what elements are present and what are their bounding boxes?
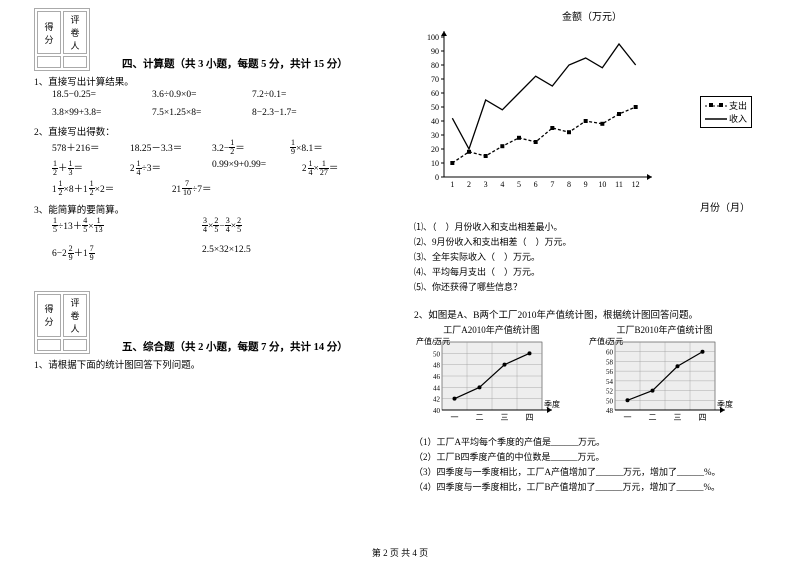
q1: 1、直接写出计算结果。 — [34, 74, 382, 88]
svg-text:10: 10 — [598, 180, 606, 189]
chart2b: 产值/万元4850525456586062季度一二三四 — [587, 336, 742, 428]
svg-text:5: 5 — [517, 180, 521, 189]
svg-text:一: 一 — [624, 413, 632, 422]
page-footer: 第 2 页 共 4 页 — [0, 546, 800, 559]
svg-text:58: 58 — [606, 358, 614, 366]
svg-text:50: 50 — [606, 397, 614, 405]
svg-text:季度: 季度 — [717, 399, 733, 409]
q2-row1: 578＋216＝ 18.25－3.3＝ 3.2−12＝ 19×8.1＝ — [52, 140, 382, 157]
svg-text:12: 12 — [632, 180, 640, 189]
q5-1: 1、请根据下面的统计图回答下列问题。 — [34, 357, 382, 371]
q3-row1: 15÷13＋45×113 34×25−34×25 — [52, 218, 382, 235]
svg-text:季度: 季度 — [544, 399, 560, 409]
svg-text:10: 10 — [431, 159, 439, 168]
svg-text:90: 90 — [431, 47, 439, 56]
svg-text:42: 42 — [433, 396, 441, 404]
svg-text:52: 52 — [433, 339, 441, 347]
svg-text:二: 二 — [476, 413, 484, 422]
svg-text:48: 48 — [433, 362, 441, 370]
chart1: 0102030405060708090100123456789101112 — [414, 27, 694, 197]
svg-text:40: 40 — [431, 117, 439, 126]
chart1-legend: 支出 收入 — [700, 96, 752, 128]
q3-row2: 6−229＋179 2.5×32×12.5 — [52, 245, 382, 262]
svg-text:9: 9 — [584, 180, 588, 189]
q2-row2: 12＋13＝ 214÷3＝ 0.99×9+0.99= 214×127＝ — [52, 160, 382, 177]
svg-text:1: 1 — [450, 180, 454, 189]
right-column: 金额（万元） 010203040506070809010012345678910… — [400, 0, 800, 535]
svg-text:3: 3 — [484, 180, 488, 189]
q2-subquestions: （1）工厂A平均每个季度的产值是______万元。 （2）工厂B四季度产值的中位… — [414, 435, 770, 493]
svg-text:二: 二 — [649, 413, 657, 422]
section-5-title: 五、综合题（共 2 小题，每题 7 分，共计 14 分） — [122, 339, 348, 354]
svg-text:62: 62 — [606, 339, 614, 347]
chart2a-wrap: 工厂A2010年产值统计图 产值/万元40424446485052季度一二三四 — [414, 323, 569, 431]
svg-text:一: 一 — [451, 413, 459, 422]
svg-text:0: 0 — [435, 173, 439, 182]
svg-text:60: 60 — [431, 89, 439, 98]
chart1-questions: ⑴、（ ）月份收入和支出相差最小。 ⑵、9月份收入和支出相差（ ）万元。 ⑶、全… — [414, 220, 770, 293]
svg-text:四: 四 — [526, 413, 534, 422]
chart2b-wrap: 工厂B2010年产值统计图 产值/万元4850525456586062季度一二三… — [587, 323, 742, 431]
svg-text:44: 44 — [433, 384, 441, 392]
svg-text:50: 50 — [431, 103, 439, 112]
section-4-title: 四、计算题（共 3 小题，每题 5 分，共计 15 分） — [122, 56, 348, 71]
q1-row2: 3.8×99+3.8= 7.5×1.25×8= 8−2.3−1.7= — [52, 108, 382, 118]
svg-text:50: 50 — [433, 350, 441, 358]
svg-text:三: 三 — [674, 413, 682, 422]
svg-text:100: 100 — [427, 33, 439, 42]
svg-text:48: 48 — [606, 407, 614, 415]
svg-text:11: 11 — [615, 180, 623, 189]
svg-text:四: 四 — [699, 413, 707, 422]
chart1-xtitle: 月份（月） — [414, 199, 750, 214]
q2-row3: 112×8＋112×2＝ 21710÷7＝ — [52, 181, 382, 198]
left-column: 得分 评卷人 四、计算题（共 3 小题，每题 5 分，共计 15 分） 1、直接… — [0, 0, 400, 535]
chart1-ytitle: 金额（万元） — [414, 8, 770, 23]
chart2a: 产值/万元40424446485052季度一二三四 — [414, 336, 569, 428]
svg-text:6: 6 — [534, 180, 538, 189]
svg-text:20: 20 — [431, 145, 439, 154]
q2: 2、直接写出得数： — [34, 124, 382, 138]
svg-text:三: 三 — [501, 413, 509, 422]
svg-text:4: 4 — [500, 180, 504, 189]
svg-text:80: 80 — [431, 61, 439, 70]
svg-text:40: 40 — [433, 407, 441, 415]
q3: 3、能简算的要简算。 — [34, 202, 382, 216]
q2-intro: 2、如图是A、B两个工厂2010年产值统计图，根据统计图回答问题。 — [414, 307, 770, 321]
svg-text:8: 8 — [567, 180, 571, 189]
svg-text:46: 46 — [433, 373, 441, 381]
svg-text:56: 56 — [606, 368, 614, 376]
q1-row1: 18.5−0.25= 3.6÷0.9×0= 7.2÷0.1= — [52, 90, 382, 100]
svg-text:7: 7 — [550, 180, 554, 189]
score-label: 得分 — [37, 11, 61, 54]
svg-text:52: 52 — [606, 388, 614, 396]
score-box-4: 得分 评卷人 — [34, 8, 90, 71]
score-box-5: 得分 评卷人 — [34, 291, 90, 354]
svg-text:2: 2 — [467, 180, 471, 189]
svg-text:60: 60 — [606, 349, 614, 357]
svg-text:70: 70 — [431, 75, 439, 84]
svg-text:30: 30 — [431, 131, 439, 140]
grader-label: 评卷人 — [63, 11, 87, 54]
svg-text:54: 54 — [606, 378, 614, 386]
